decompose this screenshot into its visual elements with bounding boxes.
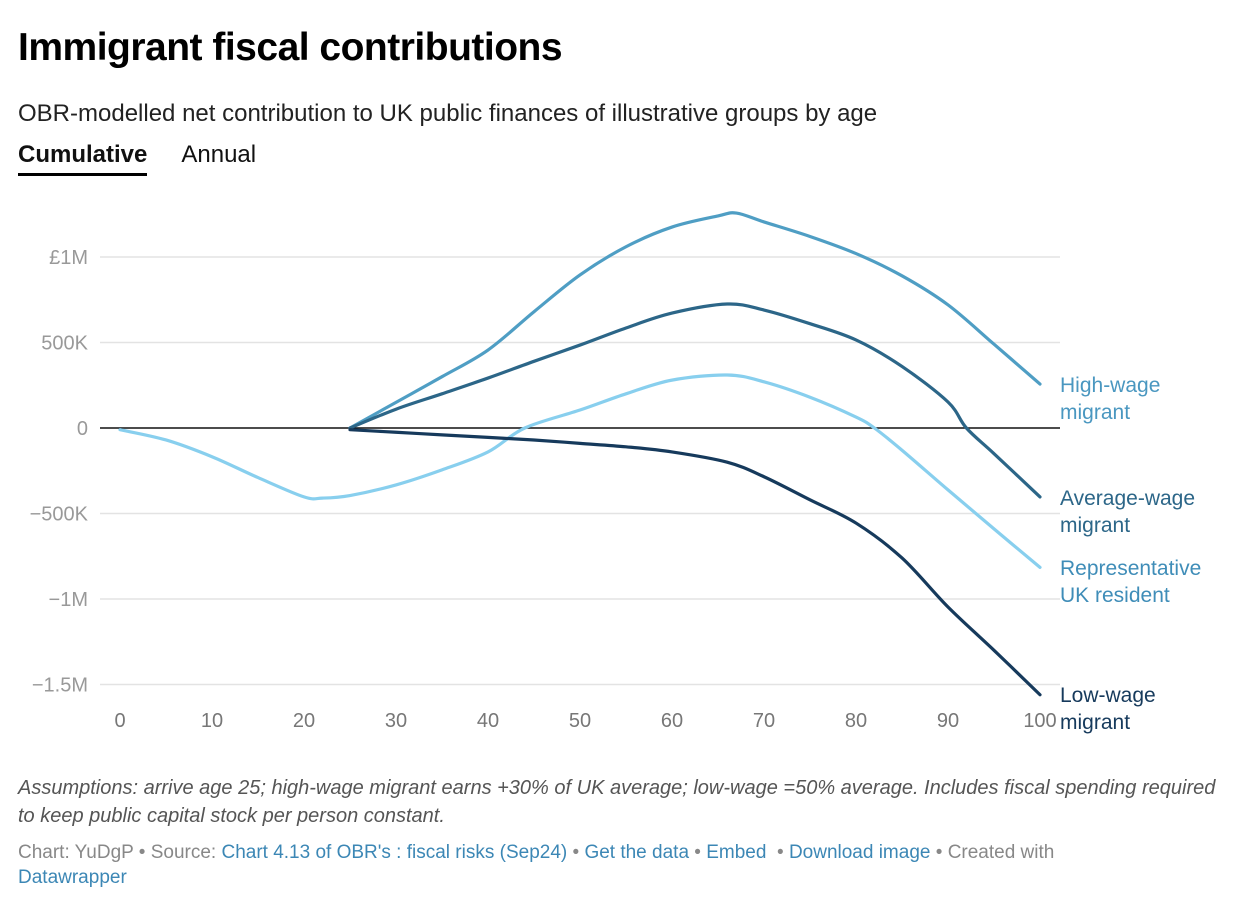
label-representative: Representative UK resident — [1060, 557, 1207, 607]
chart-credit: Chart: YuDgP — [18, 842, 134, 863]
separator: • — [930, 842, 948, 863]
tab-annual[interactable]: Annual — [181, 141, 257, 168]
chart-title: Immigrant fiscal contributions — [18, 26, 563, 69]
label-low-wage-line2: migrant — [1060, 711, 1130, 734]
series-line-high-wage-migrant — [348, 211, 1042, 430]
series-lines — [118, 211, 1042, 697]
y-tick-label: 500K — [41, 333, 88, 355]
x-tick-label: 40 — [477, 710, 499, 732]
series-line-average-wage-migrant — [348, 302, 1042, 499]
view-tabs: Cumulative Annual — [18, 141, 256, 176]
label-average-wage-line2: migrant — [1060, 514, 1130, 537]
label-high-wage-line2: migrant — [1060, 401, 1130, 424]
source-link[interactable]: Chart 4.13 of OBR's : fiscal risks (Sep2… — [221, 842, 568, 863]
label-low-wage: Low-wage migrant — [1060, 684, 1162, 734]
tab-cumulative[interactable]: Cumulative — [18, 141, 148, 176]
x-tick-label: 60 — [661, 710, 683, 732]
label-average-wage-line1: Average-wage — [1060, 487, 1195, 510]
separator: • — [567, 842, 585, 863]
source-prefix: Source: — [150, 842, 222, 863]
x-tick-label: 0 — [114, 710, 125, 732]
label-high-wage-line1: High-wage — [1060, 374, 1160, 397]
x-tick-label: 30 — [385, 710, 407, 732]
series-labels: High-wage migrant Average-wage migrant R… — [1060, 374, 1207, 734]
series-line-low-wage-migrant — [348, 428, 1042, 697]
get-data-link[interactable]: Get the data — [584, 842, 690, 863]
x-tick-label: 50 — [569, 710, 591, 732]
line-chart: £1M 500K 0 −500K −1M −1.5M 0 10 20 30 40 50 60 70 80 9… — [30, 211, 1207, 734]
x-tick-label: 100 — [1023, 710, 1056, 732]
y-tick-label: £1M — [49, 247, 88, 269]
label-high-wage: High-wage migrant — [1060, 374, 1166, 424]
x-axis-ticks: 0 10 20 30 40 50 60 70 80 90 100 — [114, 710, 1056, 732]
datawrapper-link[interactable]: Datawrapper — [18, 867, 127, 888]
x-tick-label: 80 — [845, 710, 867, 732]
separator: • — [771, 842, 789, 863]
label-average-wage: Average-wage migrant — [1060, 487, 1201, 537]
separator: • — [133, 842, 151, 863]
byline: Chart: YuDgP • Source: Chart 4.13 of OBR… — [18, 840, 1218, 890]
separator: • — [689, 842, 707, 863]
x-tick-label: 90 — [937, 710, 959, 732]
x-tick-label: 10 — [201, 710, 223, 732]
x-tick-label: 70 — [753, 710, 775, 732]
label-low-wage-line1: Low-wage — [1060, 684, 1156, 707]
label-representative-line2: UK resident — [1060, 584, 1170, 607]
chart-notes: Assumptions: arrive age 25; high-wage mi… — [18, 777, 1216, 827]
x-tick-label: 20 — [293, 710, 315, 732]
y-tick-label: 0 — [77, 418, 88, 440]
y-tick-label: −500K — [30, 504, 89, 526]
y-axis-ticks: £1M 500K 0 −500K −1M −1.5M — [30, 247, 89, 697]
download-image-link[interactable]: Download image — [788, 842, 931, 863]
embed-link[interactable]: Embed — [706, 842, 767, 863]
series-line-representative-uk-resident — [118, 373, 1042, 569]
created-with: Created with — [947, 842, 1055, 863]
gridlines — [100, 256, 1060, 686]
label-representative-line1: Representative — [1060, 557, 1201, 580]
chart-subtitle: OBR-modelled net contribution to UK publ… — [18, 100, 878, 127]
y-tick-label: −1.5M — [32, 675, 88, 697]
y-tick-label: −1M — [49, 589, 88, 611]
